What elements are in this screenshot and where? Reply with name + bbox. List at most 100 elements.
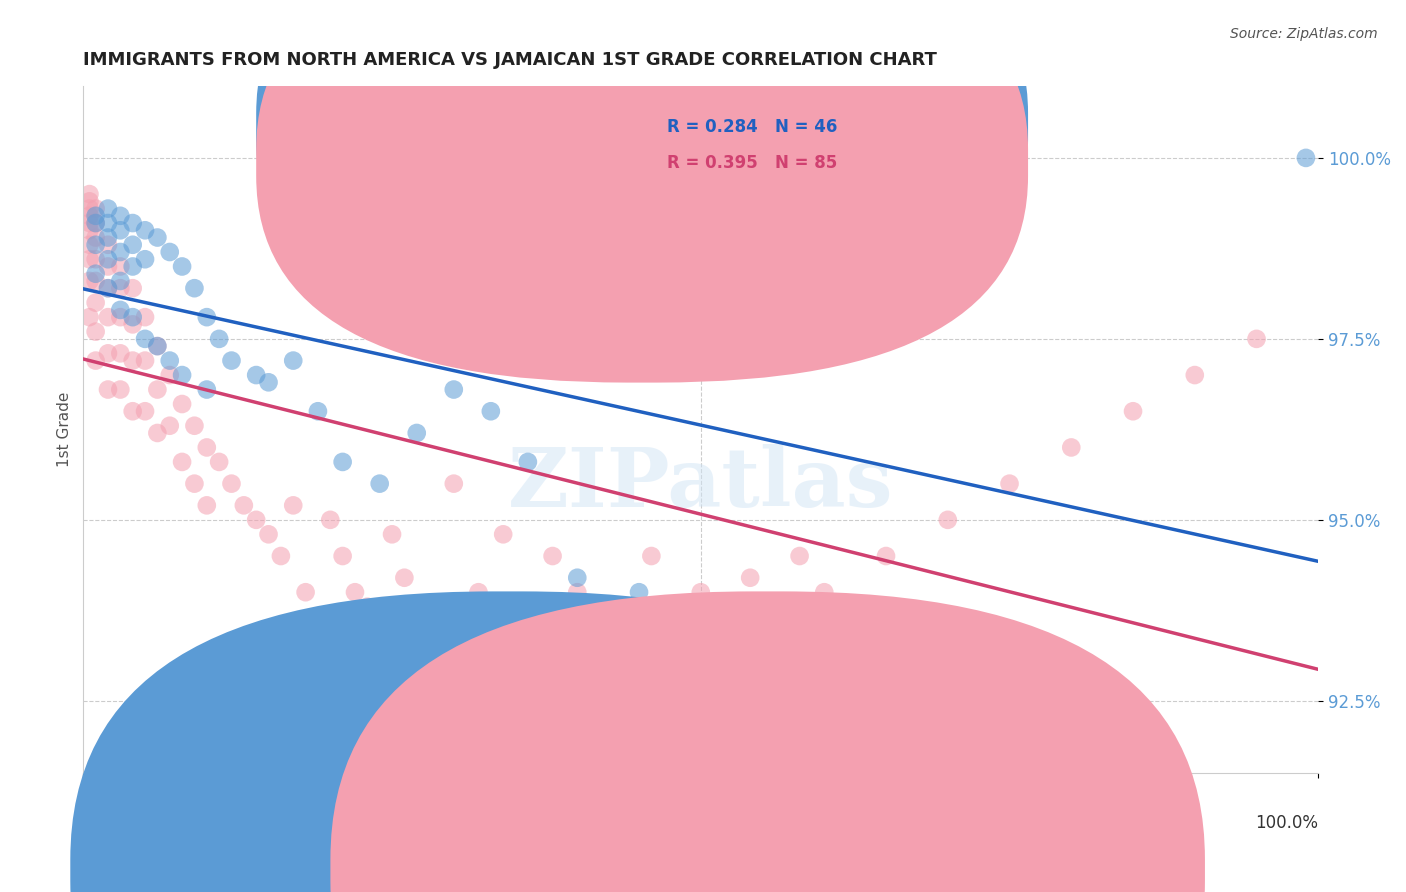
Jamaicans	[319, 513, 342, 527]
Jamaicans	[84, 325, 107, 339]
Jamaicans	[294, 585, 316, 599]
Immigrants from North America	[110, 245, 132, 260]
Jamaicans	[183, 476, 205, 491]
Immigrants from North America	[97, 230, 120, 244]
Immigrants from North America	[405, 425, 427, 440]
Immigrants from North America	[479, 404, 502, 418]
Y-axis label: 1st Grade: 1st Grade	[58, 392, 72, 467]
Immigrants from North America	[97, 252, 120, 267]
Immigrants from North America	[110, 223, 132, 237]
Text: 100.0%: 100.0%	[1256, 814, 1319, 832]
Jamaicans	[97, 281, 120, 295]
Immigrants from North America	[84, 267, 107, 281]
Jamaicans	[541, 549, 564, 563]
Immigrants from North America	[1295, 151, 1317, 165]
Jamaicans	[84, 202, 107, 216]
Jamaicans	[97, 237, 120, 252]
Jamaicans	[159, 418, 181, 433]
Immigrants from North America	[208, 332, 231, 346]
FancyBboxPatch shape	[256, 0, 1028, 383]
Jamaicans	[591, 599, 613, 614]
FancyBboxPatch shape	[596, 93, 979, 199]
Jamaicans	[640, 549, 662, 563]
Text: Immigrants from North America: Immigrants from North America	[527, 861, 792, 879]
Immigrants from North America	[628, 585, 651, 599]
Jamaicans	[84, 274, 107, 288]
Jamaicans	[110, 383, 132, 397]
Immigrants from North America	[121, 216, 143, 230]
Jamaicans	[84, 216, 107, 230]
Jamaicans	[110, 310, 132, 325]
Jamaicans	[1184, 368, 1206, 382]
Jamaicans	[84, 252, 107, 267]
Jamaicans	[134, 353, 156, 368]
Immigrants from North America	[97, 202, 120, 216]
Jamaicans	[343, 585, 366, 599]
Jamaicans	[616, 622, 638, 636]
Jamaicans	[763, 599, 786, 614]
Jamaicans	[740, 571, 762, 585]
Jamaicans	[418, 599, 440, 614]
Jamaicans	[121, 404, 143, 418]
Jamaicans	[356, 599, 378, 614]
Immigrants from North America	[134, 332, 156, 346]
Immigrants from North America	[307, 404, 329, 418]
Jamaicans	[208, 455, 231, 469]
Jamaicans	[79, 216, 101, 230]
Immigrants from North America	[245, 368, 267, 382]
Jamaicans	[79, 187, 101, 202]
Jamaicans	[714, 622, 737, 636]
Jamaicans	[121, 281, 143, 295]
Immigrants from North America	[84, 209, 107, 223]
Immigrants from North America	[146, 230, 169, 244]
Text: IMMIGRANTS FROM NORTH AMERICA VS JAMAICAN 1ST GRADE CORRELATION CHART: IMMIGRANTS FROM NORTH AMERICA VS JAMAICA…	[83, 51, 938, 69]
Jamaicans	[159, 368, 181, 382]
Jamaicans	[516, 622, 538, 636]
Jamaicans	[270, 549, 292, 563]
Immigrants from North America	[134, 223, 156, 237]
Jamaicans	[134, 404, 156, 418]
Text: R = 0.395   N = 85: R = 0.395 N = 85	[668, 153, 838, 171]
Jamaicans	[79, 223, 101, 237]
Jamaicans	[257, 527, 280, 541]
Immigrants from North America	[332, 455, 354, 469]
Immigrants from North America	[110, 209, 132, 223]
Jamaicans	[1246, 332, 1268, 346]
Jamaicans	[97, 260, 120, 274]
Text: ZIPatlas: ZIPatlas	[508, 444, 894, 524]
Jamaicans	[875, 549, 897, 563]
Immigrants from North America	[121, 237, 143, 252]
Immigrants from North America	[97, 281, 120, 295]
Immigrants from North America	[146, 339, 169, 353]
Jamaicans	[283, 499, 305, 513]
Jamaicans	[221, 476, 243, 491]
Immigrants from North America	[443, 383, 465, 397]
Jamaicans	[813, 585, 835, 599]
Jamaicans	[97, 383, 120, 397]
Jamaicans	[381, 527, 404, 541]
Jamaicans	[332, 549, 354, 563]
Text: 0.0%: 0.0%	[83, 814, 125, 832]
Immigrants from North America	[172, 260, 194, 274]
Jamaicans	[79, 252, 101, 267]
Immigrants from North America	[195, 310, 218, 325]
Jamaicans	[172, 397, 194, 411]
Jamaicans	[443, 476, 465, 491]
Text: R = 0.284   N = 46: R = 0.284 N = 46	[668, 118, 838, 136]
Jamaicans	[97, 310, 120, 325]
Jamaicans	[110, 346, 132, 360]
Immigrants from North America	[221, 353, 243, 368]
Immigrants from North America	[283, 353, 305, 368]
Jamaicans	[467, 585, 489, 599]
Jamaicans	[665, 599, 688, 614]
Text: Jamaicans: Jamaicans	[787, 861, 872, 879]
Jamaicans	[84, 230, 107, 244]
Jamaicans	[195, 441, 218, 455]
Immigrants from North America	[159, 245, 181, 260]
Immigrants from North America	[121, 310, 143, 325]
FancyBboxPatch shape	[256, 0, 1028, 347]
Jamaicans	[97, 346, 120, 360]
Jamaicans	[1060, 441, 1083, 455]
Jamaicans	[79, 209, 101, 223]
Jamaicans	[79, 194, 101, 209]
